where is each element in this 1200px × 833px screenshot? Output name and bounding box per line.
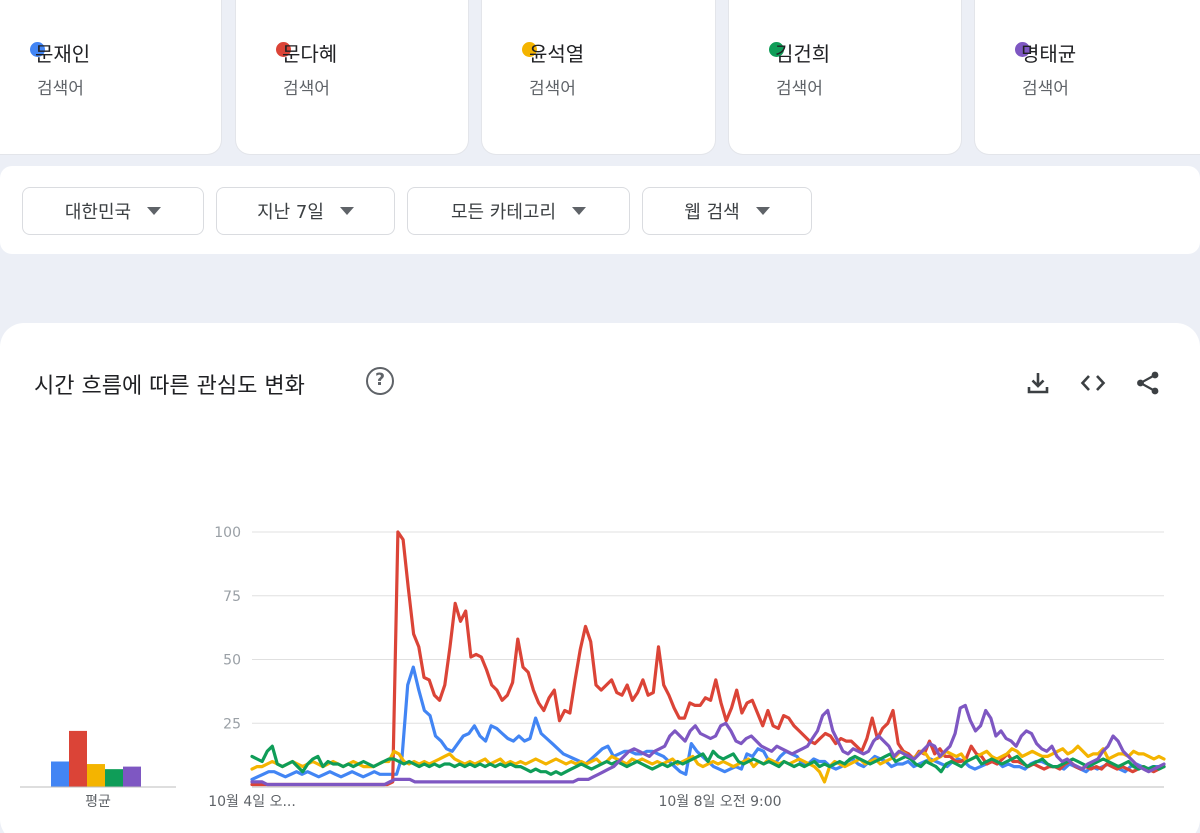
average-bar (87, 764, 105, 787)
dropdown-arrow-icon (339, 207, 354, 215)
term-type-label: 검색어 (1022, 79, 1069, 99)
term-name: 문재인 (35, 42, 91, 66)
code-icon[interactable] (1079, 369, 1107, 397)
region-filter-label: 대한민국 (64, 202, 132, 223)
term-color-dot (522, 42, 537, 57)
series-line (250, 744, 1166, 784)
term-color-dot (276, 42, 291, 57)
x-tick-label: 10월 4일 오... (208, 794, 296, 810)
filter-bar: 대한민국 지난 7일 모든 카테고리 웹 검색 (0, 166, 1200, 254)
period-filter[interactable]: 지난 7일 (216, 187, 395, 235)
average-bar (69, 730, 87, 787)
period-filter-label: 지난 7일 (257, 202, 324, 223)
term-card-5[interactable]: 명태균 검색어 (975, 0, 1200, 154)
search-type-filter[interactable]: 웹 검색 (642, 187, 812, 235)
region-filter[interactable]: 대한민국 (22, 187, 204, 235)
category-filter-label: 모든 카테고리 (450, 202, 557, 223)
average-bar (105, 769, 123, 787)
average-label: 평균 (85, 794, 111, 810)
search-type-filter-label: 웹 검색 (684, 202, 740, 223)
term-name: 문다혜 (282, 42, 338, 66)
dropdown-arrow-icon (147, 207, 162, 215)
x-tick-label: 10월 8일 오전 9:00 (658, 794, 781, 810)
interest-over-time-panel: 시간 흐름에 따른 관심도 변화 ? (0, 323, 1200, 833)
category-filter[interactable]: 모든 카테고리 (407, 187, 630, 235)
term-card-3[interactable]: 윤석열 검색어 (482, 0, 715, 154)
y-tick-label: 75 (223, 589, 241, 605)
share-icon[interactable] (1134, 369, 1162, 397)
y-tick-label: 50 (223, 653, 241, 669)
term-color-dot (769, 42, 784, 57)
term-card-2[interactable]: 문다혜 검색어 (236, 0, 468, 154)
term-name: 명태균 (1021, 42, 1077, 66)
dropdown-arrow-icon (755, 207, 770, 215)
series-line (250, 744, 1166, 776)
term-type-label: 검색어 (776, 79, 823, 99)
dropdown-arrow-icon (572, 207, 587, 215)
average-bar (123, 766, 141, 787)
series-line (250, 703, 1166, 787)
term-type-label: 검색어 (283, 79, 330, 99)
average-bar (51, 761, 69, 787)
term-type-label: 검색어 (529, 79, 576, 99)
term-color-dot (30, 42, 45, 57)
series-line (250, 530, 1166, 787)
term-card-4[interactable]: 김건희 검색어 (729, 0, 961, 154)
term-name: 김건희 (775, 42, 831, 66)
help-icon[interactable]: ? (366, 367, 394, 395)
term-name: 윤석열 (529, 42, 585, 66)
y-tick-label: 100 (214, 525, 241, 541)
term-type-label: 검색어 (37, 79, 84, 99)
term-color-dot (1015, 42, 1030, 57)
panel-title: 시간 흐름에 따른 관심도 변화 (34, 374, 305, 399)
y-tick-label: 25 (223, 716, 241, 732)
term-card-1[interactable]: 문재인 검색어 (0, 0, 221, 154)
download-icon[interactable] (1024, 369, 1052, 397)
